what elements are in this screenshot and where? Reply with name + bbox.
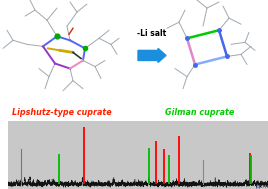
Text: -Li salt: -Li salt bbox=[137, 29, 167, 38]
Text: ppm: ppm bbox=[256, 184, 268, 189]
FancyArrow shape bbox=[138, 48, 166, 63]
Text: Gilman cuprate: Gilman cuprate bbox=[165, 108, 234, 117]
Text: Lipshutz-type cuprate: Lipshutz-type cuprate bbox=[12, 108, 112, 117]
